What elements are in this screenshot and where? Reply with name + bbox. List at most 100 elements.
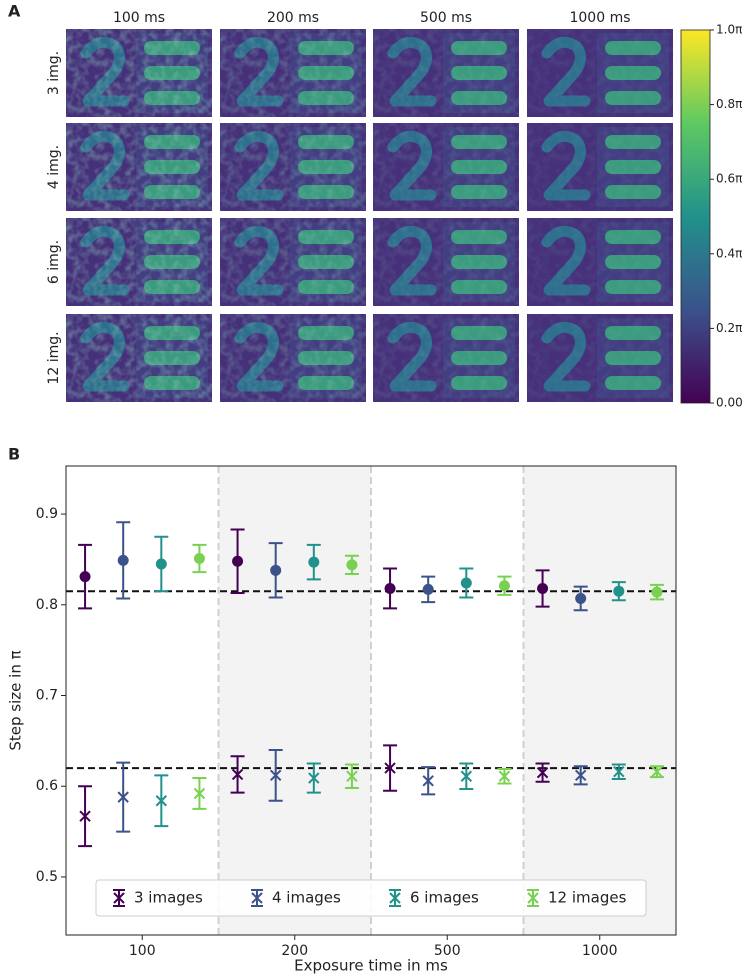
x-axis-label: Exposure time in ms xyxy=(294,957,448,975)
legend-swatch xyxy=(527,889,539,907)
colorbar xyxy=(680,29,711,404)
phase-image xyxy=(66,123,212,211)
point-marker xyxy=(231,768,244,781)
x-tick-label: 500 xyxy=(434,943,461,959)
point-marker xyxy=(269,769,282,782)
point-marker xyxy=(613,585,625,597)
image-noise xyxy=(527,218,673,306)
legend-swatch xyxy=(389,889,401,907)
image-noise xyxy=(66,218,212,306)
phase-image xyxy=(66,218,212,306)
point-marker xyxy=(193,553,205,565)
point-marker xyxy=(308,556,320,568)
phase-image xyxy=(66,314,212,402)
point-marker xyxy=(346,770,358,782)
row-label: 12 img. xyxy=(46,331,62,384)
colorbar-tick-label: 1.0π xyxy=(716,23,742,37)
point-marker xyxy=(651,586,663,598)
row-label: 3 img. xyxy=(46,51,62,95)
point-marker xyxy=(384,762,396,774)
y-tick-label: 0.9 xyxy=(36,506,58,522)
point-marker xyxy=(270,564,282,576)
phase-image xyxy=(373,218,519,306)
phase-image xyxy=(373,123,519,211)
legend-swatch xyxy=(251,889,263,907)
y-tick-label: 0.6 xyxy=(36,778,58,794)
row-label: 6 img. xyxy=(46,240,62,284)
point-marker xyxy=(498,580,510,592)
point-marker xyxy=(422,775,434,787)
image-noise xyxy=(373,314,519,402)
colorbar-tick-label: 0.4π xyxy=(716,246,742,260)
colorbar-tick-label: 0.8π xyxy=(716,97,742,111)
phase-image xyxy=(527,29,673,117)
point-marker xyxy=(117,554,129,566)
y-tick-label: 0.5 xyxy=(36,869,58,885)
legend-label: 6 images xyxy=(410,889,479,907)
legend-box xyxy=(95,879,647,917)
point-marker xyxy=(460,770,473,782)
colorbar-tick-label: 0.00 xyxy=(716,396,743,410)
phase-image xyxy=(527,218,673,306)
point-marker xyxy=(422,583,434,595)
x-tick-label: 200 xyxy=(281,943,308,959)
point-marker xyxy=(384,582,396,594)
x-tick-label: 100 xyxy=(129,943,156,959)
legend-swatch xyxy=(113,889,125,907)
point-marker xyxy=(117,791,129,803)
image-noise xyxy=(373,29,519,117)
point-marker xyxy=(193,787,206,800)
phase-image xyxy=(220,218,366,306)
column-label: 500 ms xyxy=(420,10,472,26)
image-noise xyxy=(220,218,366,306)
point-marker xyxy=(460,577,472,589)
x-tick-label: 1000 xyxy=(582,943,618,959)
image-noise xyxy=(220,314,366,402)
point-marker xyxy=(346,559,358,571)
point-marker xyxy=(155,795,168,807)
colorbar-tick-label: 0.2π xyxy=(716,321,742,335)
image-noise xyxy=(373,123,519,211)
point-marker xyxy=(575,592,587,604)
point-marker xyxy=(79,571,91,583)
column-label: 1000 ms xyxy=(569,10,630,26)
image-noise xyxy=(527,314,673,402)
image-noise xyxy=(66,123,212,211)
phase-image xyxy=(220,123,366,211)
colorbar-tick-label: 0.6π xyxy=(716,172,742,186)
phase-image xyxy=(527,314,673,402)
legend-label: 4 images xyxy=(272,889,341,907)
point-marker xyxy=(155,558,167,570)
phase-image xyxy=(527,123,673,211)
point-marker xyxy=(574,769,587,782)
image-noise xyxy=(527,29,673,117)
image-noise xyxy=(373,218,519,306)
phase-image xyxy=(66,29,212,117)
column-label: 100 ms xyxy=(113,10,165,26)
column-label: 200 ms xyxy=(267,10,319,26)
y-tick-label: 0.7 xyxy=(36,688,58,704)
shaded-band xyxy=(218,466,371,935)
legend-label: 12 images xyxy=(548,889,627,907)
point-marker xyxy=(613,766,625,778)
plot-frame xyxy=(65,465,677,936)
image-noise xyxy=(220,29,366,117)
point-marker xyxy=(308,772,320,784)
y-axis-label: Step size in π xyxy=(7,650,25,750)
image-noise xyxy=(220,123,366,211)
point-marker xyxy=(232,555,244,567)
panel-label: A xyxy=(8,2,21,21)
legend-label: 3 images xyxy=(134,889,203,907)
phase-image xyxy=(373,29,519,117)
phase-image xyxy=(220,29,366,117)
point-marker xyxy=(79,810,91,822)
image-noise xyxy=(66,29,212,117)
image-noise xyxy=(66,314,212,402)
point-marker xyxy=(498,770,511,782)
point-marker xyxy=(536,766,549,779)
phase-image xyxy=(220,314,366,402)
point-marker xyxy=(537,582,549,594)
point-marker xyxy=(651,766,663,778)
image-noise xyxy=(527,123,673,211)
